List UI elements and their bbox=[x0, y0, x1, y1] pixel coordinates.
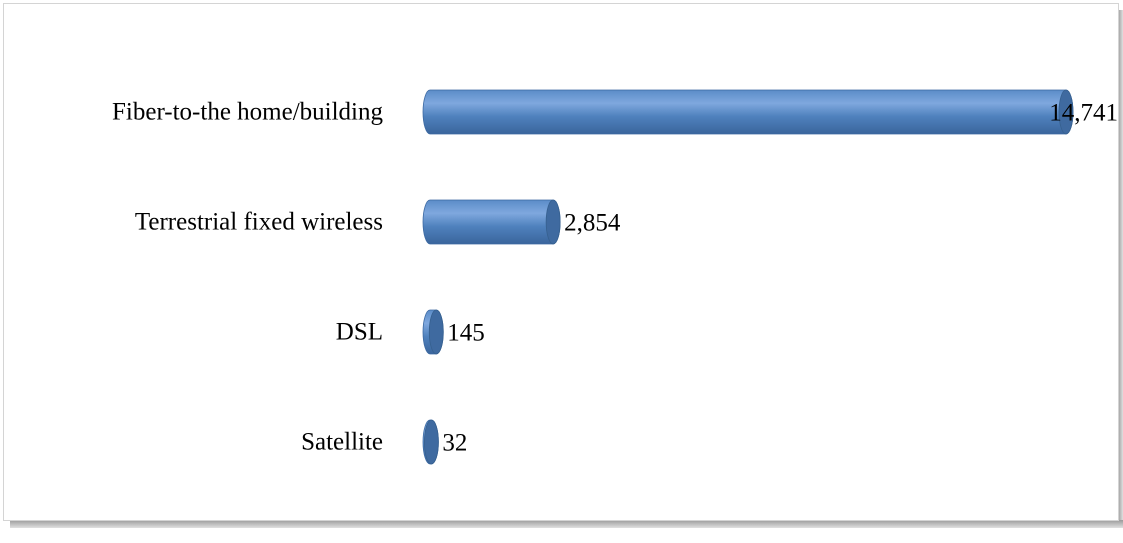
bar bbox=[422, 309, 444, 355]
chart-frame bbox=[3, 3, 1119, 521]
y-tick-label: Fiber-to-the home/building bbox=[112, 99, 383, 126]
bar bbox=[422, 419, 439, 465]
frame-shadow bbox=[1118, 10, 1123, 528]
bar-cap bbox=[423, 419, 439, 465]
data-label: 145 bbox=[447, 320, 485, 347]
bar bbox=[422, 89, 1074, 135]
data-label: 14,741 bbox=[1049, 100, 1118, 127]
data-label: 2,854 bbox=[564, 210, 621, 237]
bar bbox=[422, 199, 561, 245]
bar-cap bbox=[1058, 89, 1074, 135]
bar-cap bbox=[428, 309, 444, 355]
frame-shadow bbox=[10, 520, 1123, 528]
bar-body bbox=[422, 89, 1074, 135]
y-tick-label: DSL bbox=[336, 319, 383, 346]
bar-body bbox=[422, 199, 561, 245]
data-label: 32 bbox=[442, 430, 467, 457]
bar-cap bbox=[545, 199, 561, 245]
y-tick-label: Satellite bbox=[301, 429, 383, 456]
y-tick-label: Terrestrial fixed wireless bbox=[135, 209, 383, 236]
